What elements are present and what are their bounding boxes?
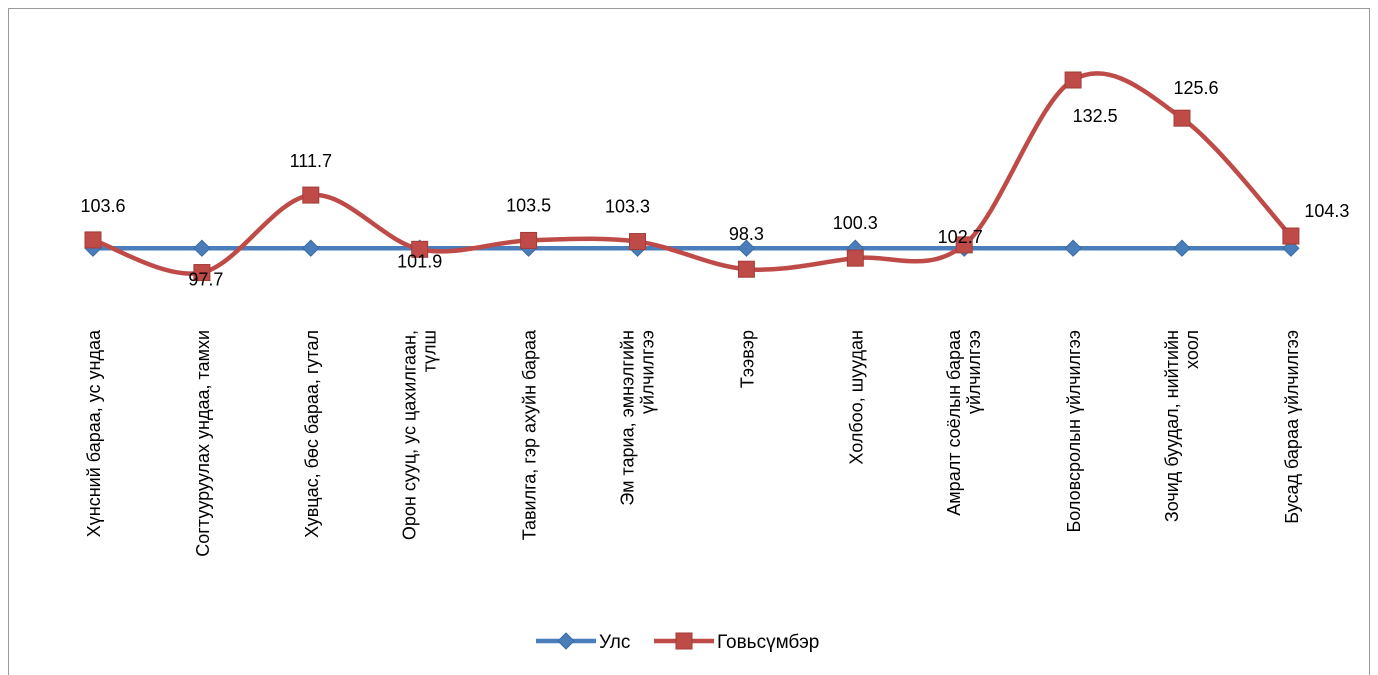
data-point-govisumber-11 xyxy=(1174,110,1190,126)
data-label-6: 103.3 xyxy=(605,197,650,217)
category-label-11: Зочид буудал, нийтийнхоол xyxy=(1162,330,1202,522)
category-label-7: Тээвэр xyxy=(737,330,757,388)
data-point-govisumber-5 xyxy=(521,232,537,248)
data-label-2: 97.7 xyxy=(188,270,223,290)
category-label-9: Амралт соёлын барааүйлчилгээ xyxy=(944,329,984,516)
data-point-uls-3 xyxy=(303,240,319,256)
category-label-8: Холбоо, шуудан xyxy=(846,330,866,465)
category-label-2: Согтууруулах ундаа, тамхи xyxy=(193,330,213,557)
series-line-govisumber xyxy=(93,73,1291,273)
data-label-3: 111.7 xyxy=(290,151,332,171)
data-label-8: 100.3 xyxy=(833,213,878,233)
data-label-9: 102.7 xyxy=(938,227,983,247)
legend-label-uls: Улс xyxy=(599,632,630,653)
category-label-12: Бусад бараа үйлчилгээ xyxy=(1282,330,1302,524)
category-label-4: Орон сууц, ус цахилгаан,түлш xyxy=(400,330,440,540)
data-point-govisumber-10 xyxy=(1065,72,1081,88)
legend-marker-uls xyxy=(558,633,574,649)
data-label-1: 103.6 xyxy=(80,196,125,216)
category-label-5: Тавилга, гэр ахуйн бараа xyxy=(520,329,540,540)
data-label-12: 104.3 xyxy=(1304,201,1349,221)
data-point-uls-11 xyxy=(1174,240,1190,256)
data-point-govisumber-7 xyxy=(738,261,754,277)
data-label-4: 101.9 xyxy=(397,251,442,271)
data-label-10: 132.5 xyxy=(1073,106,1118,126)
data-point-govisumber-12 xyxy=(1283,228,1299,244)
data-label-7: 98.3 xyxy=(729,224,764,244)
legend-marker-govisumber xyxy=(676,633,692,649)
legend-label-govisumber: Говьсүмбэр xyxy=(717,632,819,653)
category-label-1: Хүнсний бараа, ус ундаа xyxy=(84,329,104,537)
data-point-uls-10 xyxy=(1065,240,1081,256)
category-label-10: Боловсролын үйлчилгээ xyxy=(1064,330,1084,533)
data-label-5: 103.5 xyxy=(506,195,551,215)
data-point-govisumber-3 xyxy=(303,187,319,203)
category-label-6: Эм тариа, эмнэлгийнүйлчилгээ xyxy=(618,330,658,506)
category-label-3: Хувцас, бөс бараа, гутал xyxy=(302,330,322,538)
data-point-govisumber-6 xyxy=(630,234,646,250)
data-point-govisumber-1 xyxy=(85,232,101,248)
data-point-uls-2 xyxy=(194,240,210,256)
data-label-11: 125.6 xyxy=(1173,78,1218,98)
data-point-govisumber-8 xyxy=(847,250,863,266)
